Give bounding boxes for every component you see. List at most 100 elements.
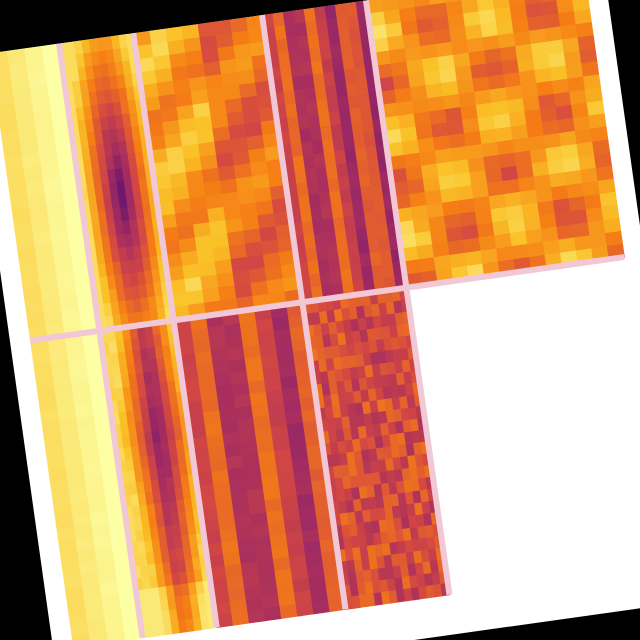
heatmap-cell xyxy=(214,259,234,276)
heatmap-cell xyxy=(387,313,398,327)
heatmap-cell xyxy=(479,128,498,145)
heatmap-cell xyxy=(298,48,312,64)
heatmap-cell xyxy=(110,301,121,317)
heatmap-cell xyxy=(54,382,74,398)
heatmap-cell xyxy=(103,142,114,158)
heatmap-cell xyxy=(9,194,30,211)
heatmap-cell xyxy=(205,542,224,558)
heatmap-cell xyxy=(260,582,279,598)
heatmap-cell xyxy=(487,74,506,91)
heatmap-cell xyxy=(511,243,530,260)
heatmap-cell xyxy=(521,202,540,219)
heatmap-cell xyxy=(92,533,113,549)
heatmap-cell xyxy=(105,49,116,65)
heatmap-cell xyxy=(39,150,59,167)
heatmap-cell xyxy=(68,356,88,372)
heatmap-cell xyxy=(332,357,343,371)
heatmap-cell xyxy=(182,486,192,501)
heatmap-cell xyxy=(604,230,624,247)
heatmap-cell xyxy=(96,90,106,106)
heatmap-cell xyxy=(113,555,134,570)
heatmap-cell xyxy=(469,170,488,186)
heatmap-cell xyxy=(538,93,557,110)
heatmap-cell xyxy=(370,184,384,200)
heatmap-cell xyxy=(24,298,45,316)
heatmap-cell xyxy=(396,324,407,338)
heatmap-cell xyxy=(259,226,278,243)
heatmap-cell xyxy=(101,289,112,305)
heatmap-cell xyxy=(31,98,52,115)
heatmap-cell xyxy=(576,141,595,158)
heatmap-cell xyxy=(212,481,232,496)
heatmap-cell xyxy=(131,178,142,194)
heatmap-cell xyxy=(393,194,412,210)
heatmap-cell xyxy=(362,461,373,475)
heatmap-cell xyxy=(8,61,29,78)
heatmap-cell xyxy=(322,218,336,234)
heatmap-cell xyxy=(163,356,174,371)
heatmap-cell xyxy=(200,616,211,631)
heatmap-cell xyxy=(129,218,140,234)
heatmap-cell xyxy=(65,465,86,481)
heatmap-cell xyxy=(486,180,505,197)
heatmap-cell xyxy=(550,185,570,202)
heatmap-cell xyxy=(140,408,151,422)
heatmap-cell xyxy=(164,252,184,269)
heatmap-cell xyxy=(103,302,114,318)
heatmap-cell xyxy=(380,531,390,545)
heatmap-cell xyxy=(324,84,338,100)
heatmap-cell xyxy=(301,141,315,157)
heatmap-cell xyxy=(191,447,211,463)
heatmap-cell xyxy=(115,566,135,582)
heatmap-cell xyxy=(444,106,463,123)
heatmap-cell xyxy=(485,61,504,78)
heatmap-cell xyxy=(224,97,244,114)
heatmap-cell xyxy=(277,592,297,608)
heatmap-cell xyxy=(392,74,411,91)
heatmap-cell xyxy=(385,22,404,39)
heatmap-cell xyxy=(169,452,180,466)
heatmap-cell xyxy=(46,202,67,219)
heatmap-cell xyxy=(285,531,305,546)
heatmap-cell xyxy=(204,74,224,91)
heatmap-cell xyxy=(303,540,322,556)
heatmap-cell xyxy=(449,26,468,43)
heatmap-cell xyxy=(333,417,344,431)
heatmap-cell xyxy=(381,0,400,12)
heatmap-cell xyxy=(152,382,162,396)
heatmap-cell xyxy=(572,115,591,132)
heatmap-cell xyxy=(376,507,387,521)
heatmap-cell xyxy=(227,587,247,603)
heatmap-cell xyxy=(122,60,133,76)
heatmap-cell xyxy=(411,430,422,444)
heatmap-cell xyxy=(269,533,288,549)
heatmap-cell xyxy=(117,351,128,365)
heatmap-panel-5 xyxy=(173,302,347,628)
heatmap-cell xyxy=(224,443,243,459)
heatmap-cell xyxy=(464,24,483,41)
heatmap-cell xyxy=(564,169,583,186)
heatmap-cell xyxy=(150,370,161,385)
heatmap-cell xyxy=(529,148,548,165)
heatmap-cell xyxy=(368,340,379,354)
heatmap-cell xyxy=(372,532,383,546)
heatmap-cell xyxy=(212,360,231,376)
heatmap-cell xyxy=(7,48,27,65)
heatmap-cell xyxy=(184,558,195,573)
heatmap-cell xyxy=(198,604,209,619)
heatmap-cell xyxy=(180,250,200,267)
heatmap-cell xyxy=(194,351,214,366)
heatmap-cell xyxy=(341,202,355,218)
heatmap-cell xyxy=(130,445,141,460)
heatmap-cell xyxy=(318,310,329,325)
heatmap-cell xyxy=(427,548,438,562)
heatmap-cell xyxy=(162,405,173,419)
heatmap-cell xyxy=(186,412,206,428)
heatmap-cell xyxy=(145,335,156,349)
heatmap-cell xyxy=(120,602,140,618)
heatmap-cell xyxy=(400,246,419,263)
heatmap-cell xyxy=(219,528,239,544)
heatmap-cell xyxy=(200,506,219,522)
heatmap-cell xyxy=(432,583,443,598)
heatmap-cell xyxy=(537,200,556,217)
